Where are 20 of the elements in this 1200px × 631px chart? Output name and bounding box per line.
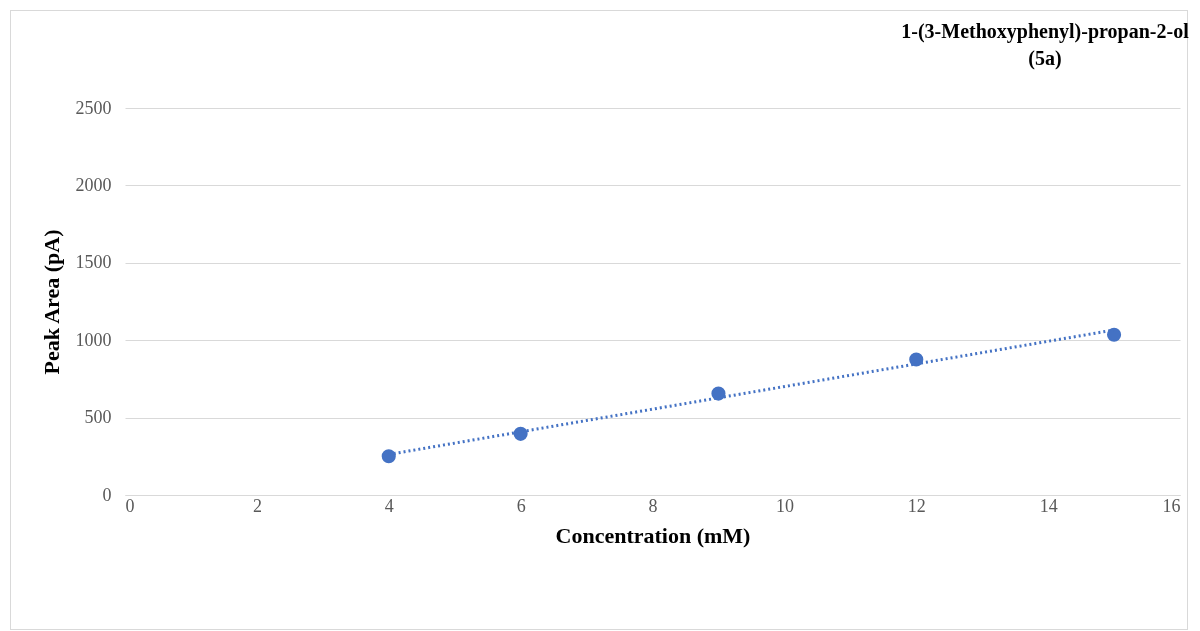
x-tick-label: 12 — [907, 495, 926, 516]
x-tick-label: 2 — [252, 495, 262, 516]
point — [1106, 327, 1122, 342]
x-axis-title: Concentration (mM) — [555, 522, 751, 548]
x-tick-label: 10 — [775, 495, 794, 516]
point — [381, 449, 396, 464]
point — [513, 426, 528, 441]
y-tick-label: 2000 — [75, 174, 112, 195]
y-tick-label: 1500 — [75, 252, 112, 273]
x-tick-label: 0 — [125, 495, 135, 516]
x-tick-label: 4 — [384, 495, 394, 516]
x-tick-label: 14 — [1039, 495, 1058, 516]
x-tick-label: 16 — [1162, 495, 1181, 516]
x-tick-label: 6 — [516, 495, 526, 516]
y-tick-label: 2500 — [75, 97, 112, 118]
chart-title: 1-(3-Methoxyphenyl)-propan-2-ol (5a) — [901, 20, 1190, 70]
x-tick-label: 8 — [648, 495, 658, 516]
y-tick-label: 1000 — [75, 329, 112, 350]
y-axis-title: Peak Area (pA) — [38, 229, 64, 375]
y-tick-label: 500 — [84, 407, 112, 428]
